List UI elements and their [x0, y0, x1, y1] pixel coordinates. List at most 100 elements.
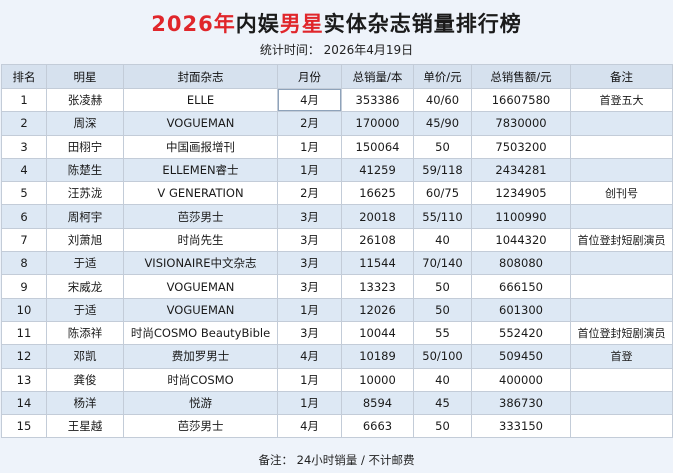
note-cell	[570, 414, 673, 439]
magazine-cell: VOGUEMAN	[123, 297, 278, 322]
note-cell: 首位登封短剧演员	[570, 227, 673, 253]
sales-cell: 13323	[341, 274, 414, 299]
table-row: 1 张凌赫 ELLE 4月 353386 40/60 16607580 首登五大	[1, 87, 673, 113]
rank-cell: 15	[1, 414, 47, 439]
magazine-cell: 芭莎男士	[123, 204, 278, 229]
price-cell: 50	[413, 297, 472, 322]
price-cell: 55	[413, 320, 472, 346]
star-cell: 于适	[46, 251, 124, 276]
magazine-cell: V GENERATION	[123, 181, 278, 206]
price-cell: 50	[413, 274, 472, 299]
sales-cell: 353386	[341, 87, 414, 113]
column-header: 排名	[1, 64, 47, 89]
rank-cell: 13	[1, 367, 47, 392]
star-cell: 杨洋	[46, 390, 124, 416]
sales-cell: 20018	[341, 204, 414, 229]
rank-cell: 7	[1, 227, 47, 253]
page-title: 2026年内娱男星实体杂志销量排行榜	[0, 8, 673, 38]
magazine-cell: ELLEMEN睿士	[123, 157, 278, 183]
sales-cell: 26108	[341, 227, 414, 253]
magazine-cell: 时尚先生	[123, 227, 278, 253]
magazine-cell: 时尚COSMO BeautyBible	[123, 320, 278, 346]
table-row: 12 邓凯 费加罗男士 4月 10189 50/100 509450 首登	[1, 344, 673, 369]
rank-cell: 1	[1, 87, 47, 113]
sales-cell: 170000	[341, 111, 414, 136]
column-header: 总销量/本	[341, 64, 414, 89]
table-body: 1 张凌赫 ELLE 4月 353386 40/60 16607580 首登五大 2 周深 VOGU…	[1, 87, 673, 439]
star-cell: 于适	[46, 297, 124, 322]
month-cell: 4月	[277, 87, 342, 113]
rank-cell: 11	[1, 320, 47, 346]
month-cell: 3月	[277, 227, 342, 253]
sales-cell: 41259	[341, 157, 414, 183]
rank-cell: 10	[1, 297, 47, 322]
column-header: 总销售额/元	[471, 64, 571, 89]
table-row: 13 龚俊 时尚COSMO 1月 10000 40 400000	[1, 367, 673, 392]
table-row: 5 汪苏泷 V GENERATION 2月 16625 60/75 1234905 创刊号	[1, 181, 673, 206]
sales-cell: 150064	[341, 134, 414, 159]
sales-cell: 10000	[341, 367, 414, 392]
rank-cell: 3	[1, 134, 47, 159]
month-cell: 3月	[277, 320, 342, 346]
star-cell: 周深	[46, 111, 124, 136]
magazine-cell: 悦游	[123, 390, 278, 416]
rank-cell: 8	[1, 251, 47, 276]
month-cell: 3月	[277, 204, 342, 229]
price-cell: 45/90	[413, 111, 472, 136]
table-row: 7 刘萧旭 时尚先生 3月 26108 40 1044320 首位登封短剧演员	[1, 227, 673, 253]
table-row: 6 周柯宇 芭莎男士 3月 20018 55/110 1100990	[1, 204, 673, 229]
star-cell: 王星越	[46, 414, 124, 439]
month-cell: 2月	[277, 111, 342, 136]
title-part2: 男星	[279, 12, 324, 36]
rank-cell: 5	[1, 181, 47, 206]
price-cell: 55/110	[413, 204, 472, 229]
magazine-cell: VOGUEMAN	[123, 111, 278, 136]
revenue-cell: 333150	[471, 414, 571, 439]
price-cell: 50	[413, 134, 472, 159]
price-cell: 40/60	[413, 87, 472, 113]
table-row: 10 于适 VOGUEMAN 1月 12026 50 601300	[1, 297, 673, 322]
note-cell	[570, 297, 673, 322]
month-cell: 1月	[277, 367, 342, 392]
star-cell: 宋威龙	[46, 274, 124, 299]
star-cell: 张凌赫	[46, 87, 124, 113]
revenue-cell: 552420	[471, 320, 571, 346]
note-cell: 首位登封短剧演员	[570, 320, 673, 346]
revenue-cell: 1234905	[471, 181, 571, 206]
title-part3: 实体杂志销量排行榜	[323, 12, 522, 36]
column-header: 单价/元	[413, 64, 472, 89]
note-cell	[570, 134, 673, 159]
footer-note: 备注： 24小时销量 / 不计邮费	[258, 453, 415, 467]
sales-cell: 12026	[341, 297, 414, 322]
title-part1: 内娱	[235, 12, 280, 36]
price-cell: 70/140	[413, 251, 472, 276]
revenue-cell: 1044320	[471, 227, 571, 253]
column-header: 明星	[46, 64, 124, 89]
star-cell: 汪苏泷	[46, 181, 124, 206]
magazine-cell: VOGUEMAN	[123, 274, 278, 299]
note-cell	[570, 204, 673, 229]
month-cell: 3月	[277, 274, 342, 299]
column-header: 月份	[277, 64, 342, 89]
table-row: 8 于适 VISIONAIRE中文杂志 3月 11544 70/140 808080	[1, 251, 673, 276]
note-cell	[570, 274, 673, 299]
star-cell: 刘萧旭	[46, 227, 124, 253]
rank-cell: 12	[1, 344, 47, 369]
note-cell	[570, 111, 673, 136]
table-row: 2 周深 VOGUEMAN 2月 170000 45/90 7830000	[1, 111, 673, 136]
sales-cell: 6663	[341, 414, 414, 439]
price-cell: 50/100	[413, 344, 472, 369]
revenue-cell: 16607580	[471, 87, 571, 113]
magazine-cell: 时尚COSMO	[123, 367, 278, 392]
revenue-cell: 386730	[471, 390, 571, 416]
sales-cell: 10189	[341, 344, 414, 369]
rank-cell: 6	[1, 204, 47, 229]
rank-cell: 9	[1, 274, 47, 299]
column-header: 封面杂志	[123, 64, 278, 89]
month-cell: 4月	[277, 414, 342, 439]
revenue-cell: 7830000	[471, 111, 571, 136]
revenue-cell: 1100990	[471, 204, 571, 229]
magazine-cell: 中国画报增刊	[123, 134, 278, 159]
star-cell: 田栩宁	[46, 134, 124, 159]
table-row: 14 杨洋 悦游 1月 8594 45 386730	[1, 390, 673, 416]
